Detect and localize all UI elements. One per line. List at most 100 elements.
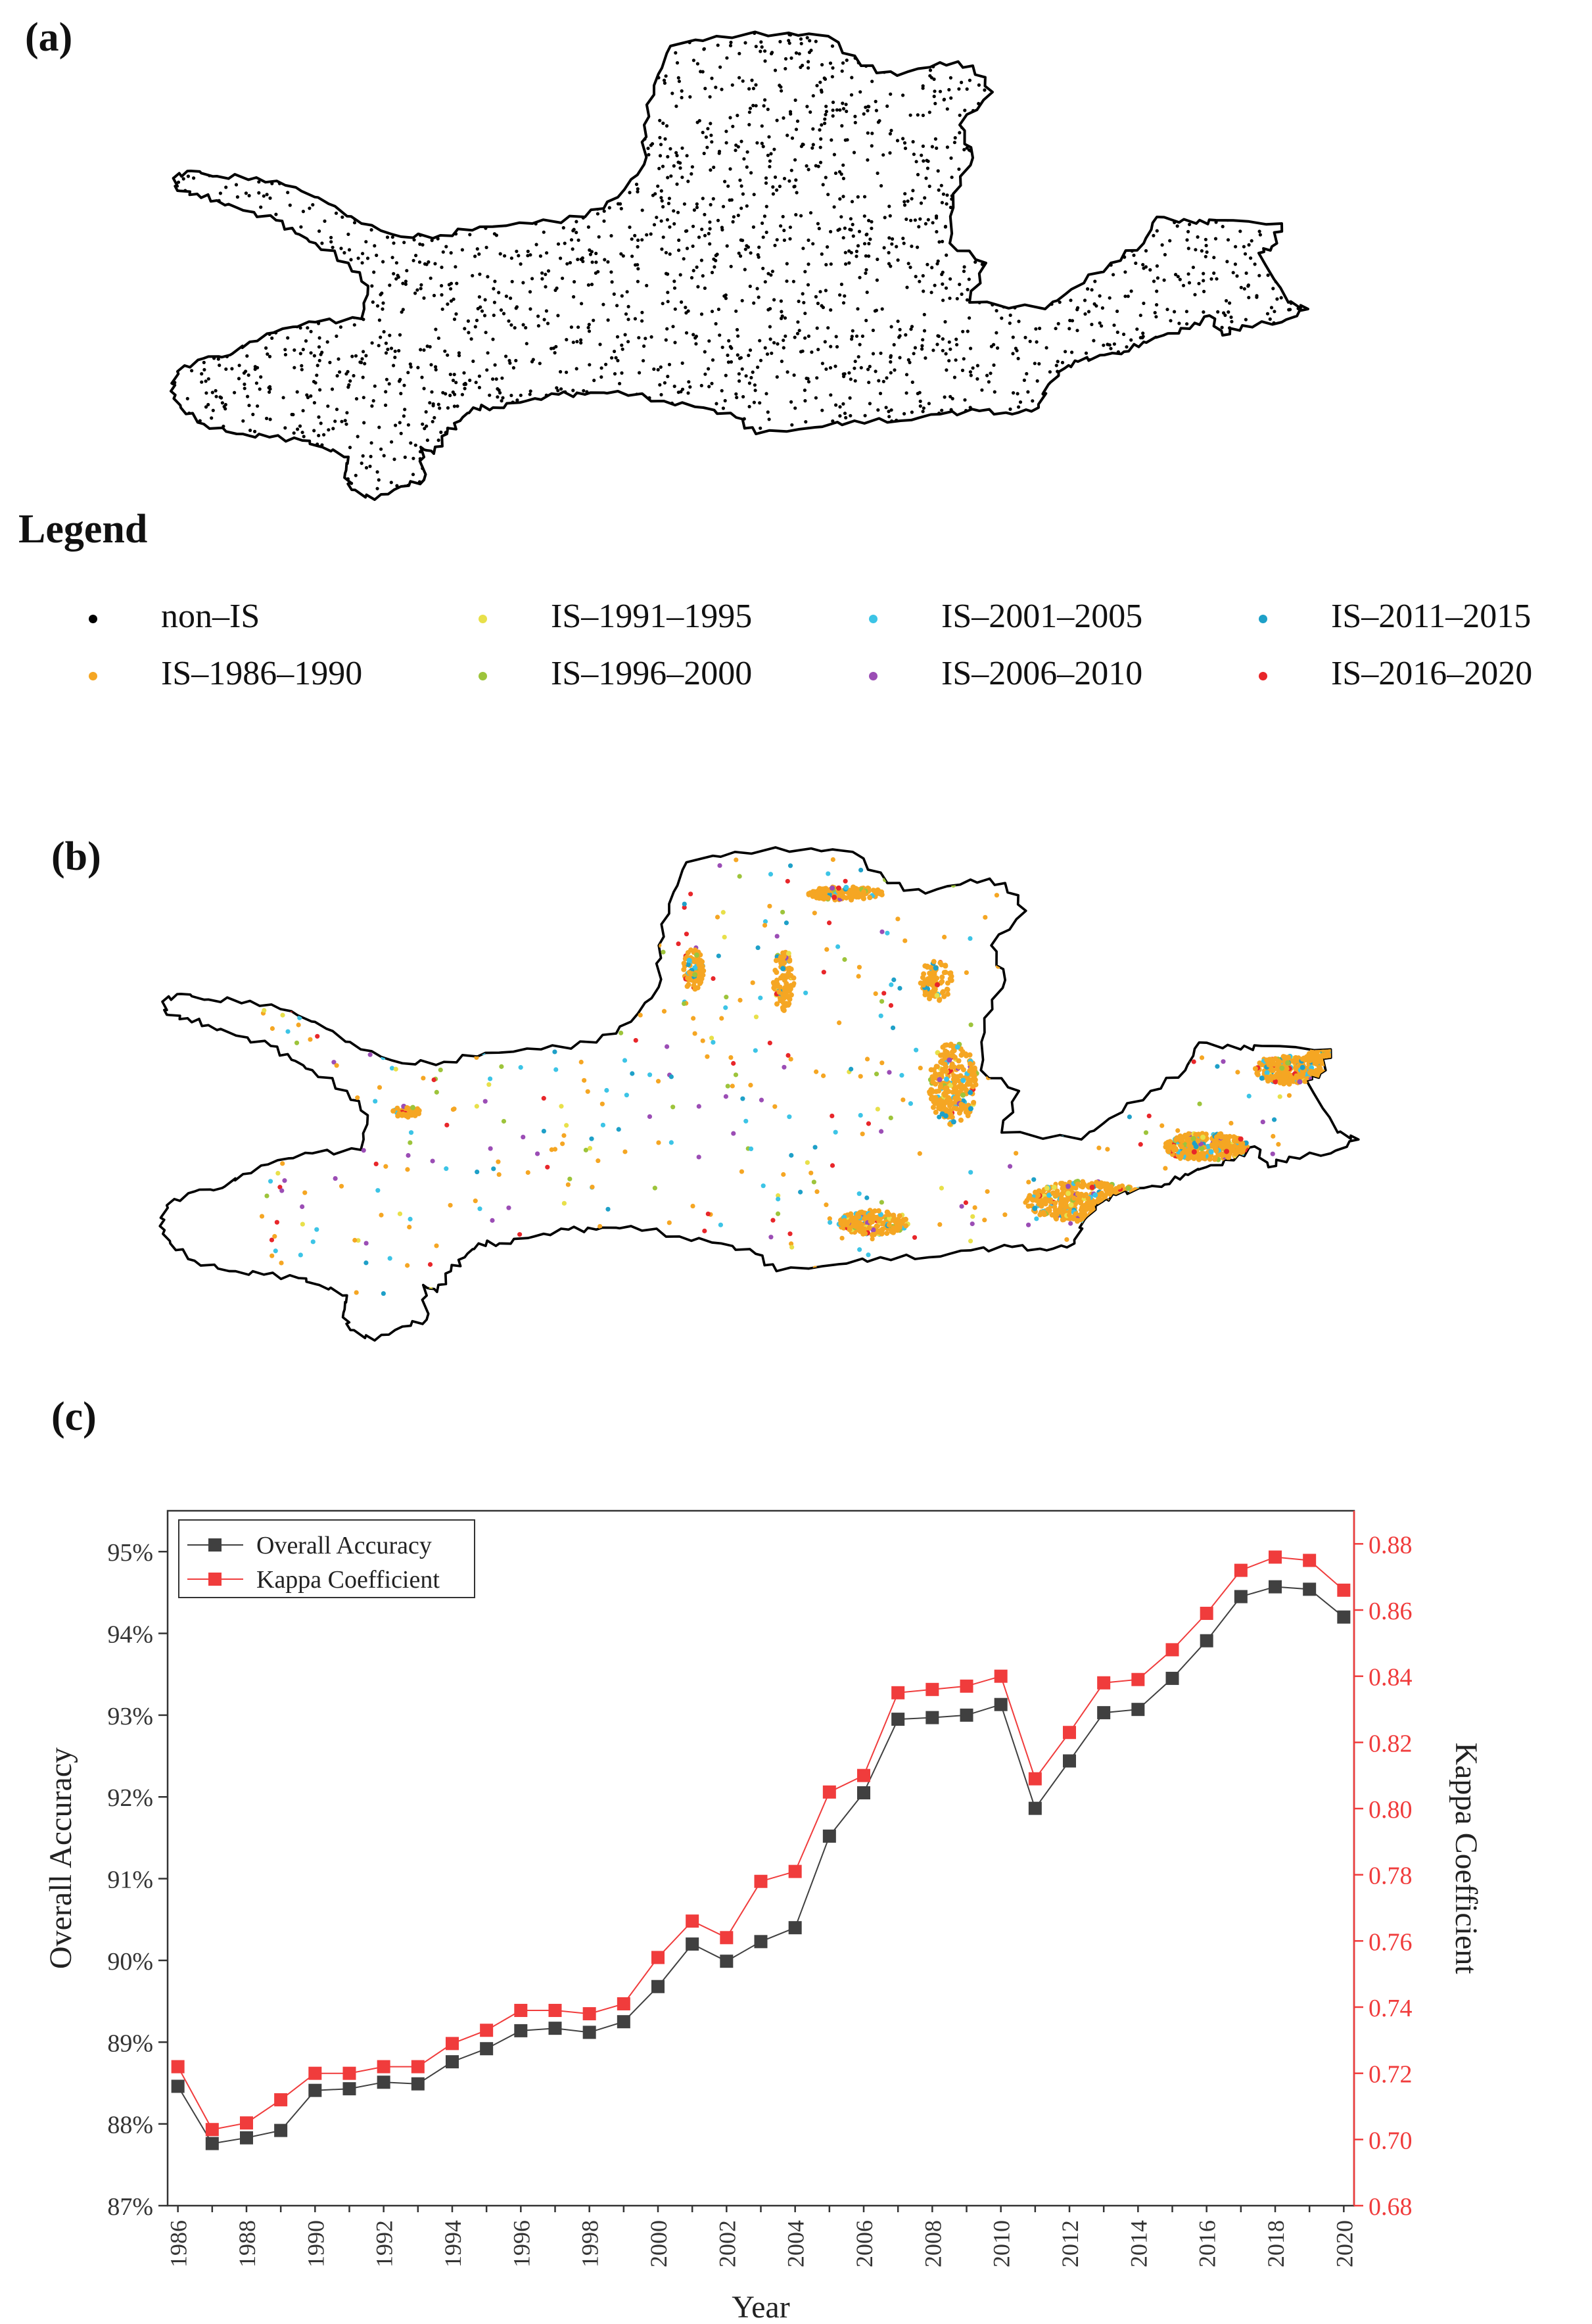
basin-outline	[158, 846, 1360, 1342]
data-point	[1097, 1706, 1111, 1720]
y2-tick-label: 0.72	[1369, 2061, 1413, 2089]
y2-tick-label: 0.68	[1369, 2193, 1413, 2221]
legend-swatch	[479, 672, 487, 680]
y-tick-label: 89%	[107, 2029, 153, 2057]
x-axis-label: Year	[732, 2290, 789, 2324]
data-point	[1028, 1801, 1042, 1815]
data-point	[1165, 1671, 1179, 1685]
panel-label-c: (c)	[51, 1394, 97, 1439]
y2-tick-label: 0.84	[1369, 1664, 1413, 1692]
data-point	[1337, 1583, 1351, 1597]
legend-label: non–IS	[161, 598, 260, 635]
data-point	[754, 1874, 768, 1888]
legend-swatch	[1259, 615, 1267, 623]
legend-label: IS–2016–2020	[1331, 655, 1533, 692]
y-tick-label: 87%	[107, 2193, 153, 2221]
data-point	[239, 2116, 253, 2130]
y2-tick-label: 0.78	[1369, 1862, 1413, 1890]
legend-swatch	[89, 615, 97, 623]
y2-tick-label: 0.76	[1369, 1928, 1413, 1956]
data-point	[1131, 1672, 1145, 1686]
y2-tick-label: 0.88	[1369, 1531, 1413, 1559]
y-tick-label: 93%	[107, 1703, 153, 1730]
data-point	[1200, 1634, 1213, 1648]
legend-swatch	[479, 615, 487, 623]
data-point	[342, 2066, 356, 2080]
legend-label: IS–2006–2010	[941, 655, 1143, 692]
data-point	[617, 1997, 630, 2010]
data-point	[925, 1711, 939, 1724]
data-point	[788, 1864, 802, 1878]
data-point	[411, 2077, 425, 2091]
data-point	[582, 2007, 596, 2021]
data-point	[1131, 1703, 1145, 1717]
x-tick-label: 2010	[989, 2220, 1015, 2267]
data-point	[205, 2137, 219, 2150]
legend-label: IS–2001–2005	[941, 598, 1143, 635]
data-point	[377, 2060, 390, 2074]
data-point	[1303, 1553, 1317, 1567]
accuracy-chart: 87% 88% 89% 90% 91% 92% 93% 94% 95% 0.68 0.70 0.72 0…	[43, 1509, 1484, 2324]
y-tick-label: 90%	[107, 1948, 153, 1976]
data-point	[1269, 1550, 1282, 1564]
data-point	[342, 2082, 356, 2096]
x-tick-label: 2000	[645, 2220, 672, 2267]
x-tick-label: 2018	[1263, 2220, 1289, 2267]
data-point	[1303, 1582, 1317, 1596]
data-point	[171, 2060, 185, 2074]
data-point	[171, 2079, 185, 2093]
data-point	[822, 1785, 836, 1799]
legend-series-label: Kappa Coefficient	[256, 1566, 440, 1594]
legend-swatch	[869, 615, 878, 623]
impervious-surface-map	[158, 846, 1360, 1342]
legend-title: Legend	[18, 507, 148, 552]
legend-label: IS–1991–1995	[551, 598, 753, 635]
legend-label: IS–1986–1990	[161, 655, 363, 692]
data-point	[1234, 1563, 1248, 1577]
sample-points-map	[170, 30, 1309, 501]
data-point	[994, 1697, 1008, 1711]
x-tick-label: 2016	[1194, 2220, 1221, 2267]
data-point	[445, 2037, 459, 2051]
y2-axis-label: Kappa Coefficient	[1449, 1742, 1484, 1974]
data-point	[514, 2004, 528, 2018]
data-point	[925, 1682, 939, 1696]
series-line-1	[177, 1556, 1344, 2131]
y-tick-label: 94%	[107, 1621, 153, 1649]
data-point	[960, 1708, 973, 1722]
y2-tick-label: 0.74	[1369, 1995, 1413, 2022]
data-point	[617, 2015, 630, 2029]
data-point	[1269, 1580, 1282, 1594]
data-point	[239, 2131, 253, 2145]
data-point	[651, 1980, 665, 1993]
data-point	[1200, 1607, 1213, 1621]
legend-marker	[208, 1573, 222, 1586]
data-point	[1234, 1590, 1248, 1603]
y-tick-label: 95%	[107, 1539, 153, 1567]
data-point	[514, 2024, 528, 2037]
y-tick-label: 92%	[107, 1784, 153, 1812]
data-point	[651, 1951, 665, 1964]
data-point	[1097, 1676, 1111, 1690]
data-point	[480, 2042, 494, 2056]
y2-tick-label: 0.86	[1369, 1598, 1413, 1625]
panel-label-a: (a)	[25, 15, 73, 60]
y2-tick-label: 0.70	[1369, 2127, 1413, 2154]
data-point	[205, 2123, 219, 2137]
data-point	[994, 1669, 1008, 1683]
x-tick-label: 1988	[234, 2220, 260, 2267]
data-point	[720, 1931, 734, 1945]
x-tick-label: 2020	[1331, 2220, 1357, 2267]
data-point	[891, 1713, 905, 1726]
legend-marker	[208, 1538, 222, 1552]
data-point	[822, 1829, 836, 1843]
y-axis-label: Overall Accuracy	[43, 1747, 78, 1969]
data-point	[582, 2026, 596, 2039]
series-line-0	[177, 1586, 1344, 2145]
x-tick-label: 1986	[166, 2220, 192, 2267]
data-point	[788, 1921, 802, 1935]
data-point	[686, 1914, 699, 1928]
data-point	[445, 2055, 459, 2069]
data-point	[960, 1679, 973, 1693]
data-point	[377, 2075, 390, 2089]
